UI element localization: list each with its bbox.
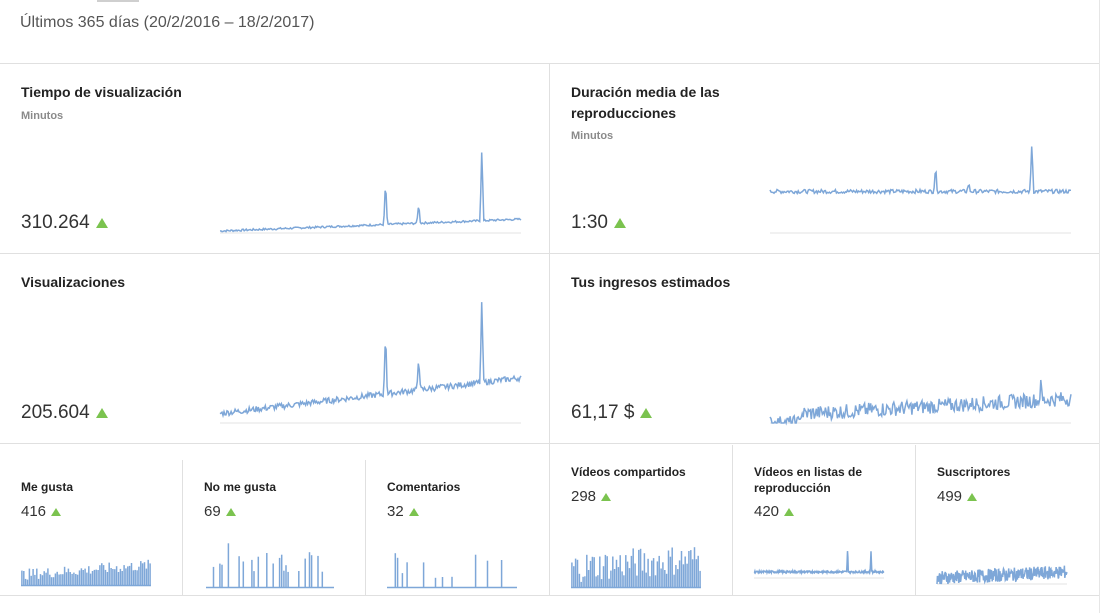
trend-up-icon xyxy=(640,408,653,418)
card-title: Vídeos compartidos xyxy=(571,465,686,479)
trend-up-icon xyxy=(408,507,419,516)
divider xyxy=(182,460,183,595)
playlists-sparkline xyxy=(753,551,885,579)
metric-value: 1:30 xyxy=(571,212,626,234)
metric-value: 420 xyxy=(754,503,795,520)
sparkline-path xyxy=(769,146,1071,196)
value-text: 32 xyxy=(387,503,404,520)
scrollbar-track[interactable] xyxy=(1099,0,1100,613)
divider xyxy=(915,445,916,595)
card-title-line: reproducción xyxy=(754,481,831,495)
card-title: No me gusta xyxy=(204,480,277,494)
views-sparkline xyxy=(219,302,522,424)
sparkline-path xyxy=(753,551,885,576)
date-range-label[interactable]: Últimos 365 días (20/2/2016 – 18/2/2017) xyxy=(20,14,315,31)
trend-up-icon xyxy=(613,218,626,228)
card-title: Tiempo de visualización xyxy=(21,84,182,100)
card-title: Vídeos en listas de reproducción xyxy=(754,464,862,496)
metric-value: 416 xyxy=(21,503,62,520)
trend-up-icon xyxy=(95,408,108,418)
sparkline-path xyxy=(219,302,522,419)
metric-value: 310.264 xyxy=(21,212,108,234)
shares-sparkline xyxy=(571,547,701,589)
subscribers-sparkline xyxy=(936,565,1068,585)
value-text: 420 xyxy=(754,503,780,520)
sparkline-path xyxy=(219,152,522,233)
value-text: 1:30 xyxy=(571,212,608,233)
trend-up-icon xyxy=(51,507,62,516)
likes-sparkline xyxy=(21,559,151,587)
value-text: 499 xyxy=(937,488,963,505)
comments-sparkline xyxy=(387,553,517,589)
dislikes-sparkline xyxy=(206,543,334,589)
card-title: Me gusta xyxy=(21,480,74,494)
divider xyxy=(365,460,366,595)
divider xyxy=(549,63,550,595)
avg-duration-sparkline xyxy=(769,146,1071,234)
card-title: Tus ingresos estimados xyxy=(571,274,731,290)
card-title: Visualizaciones xyxy=(21,274,126,290)
metric-value: 32 xyxy=(387,503,419,520)
card-unit: Minutos xyxy=(571,130,614,142)
sparkline-path xyxy=(769,379,1072,426)
metric-value: 69 xyxy=(204,503,236,520)
card-title: Duración media de las reproducciones xyxy=(571,82,720,124)
metric-value: 61,17 $ xyxy=(571,402,653,424)
card-title: Comentarios xyxy=(387,480,461,494)
value-text: 61,17 $ xyxy=(571,402,635,423)
divider xyxy=(0,595,1099,596)
metric-value: 205.604 xyxy=(21,402,108,424)
value-text: 205.604 xyxy=(21,402,90,423)
value-text: 298 xyxy=(571,488,597,505)
card-title-line: reproducciones xyxy=(571,105,677,121)
tab-indicator xyxy=(97,0,139,2)
divider xyxy=(732,445,733,595)
trend-up-icon xyxy=(601,492,612,501)
card-title-line: Duración media de las xyxy=(571,84,720,100)
trend-up-icon xyxy=(95,218,108,228)
card-title: Suscriptores xyxy=(937,465,1011,479)
trend-up-icon xyxy=(784,507,795,516)
sparkline-path xyxy=(936,565,1068,585)
watch-time-sparkline xyxy=(219,152,522,234)
value-text: 69 xyxy=(204,503,221,520)
metric-value: 298 xyxy=(571,488,612,505)
revenue-sparkline xyxy=(769,379,1072,426)
card-unit: Minutos xyxy=(21,110,64,122)
metric-value: 499 xyxy=(937,488,978,505)
value-text: 416 xyxy=(21,503,47,520)
trend-up-icon xyxy=(225,507,236,516)
card-title-line: Vídeos en listas de xyxy=(754,465,863,479)
trend-up-icon xyxy=(967,492,978,501)
value-text: 310.264 xyxy=(21,212,90,233)
